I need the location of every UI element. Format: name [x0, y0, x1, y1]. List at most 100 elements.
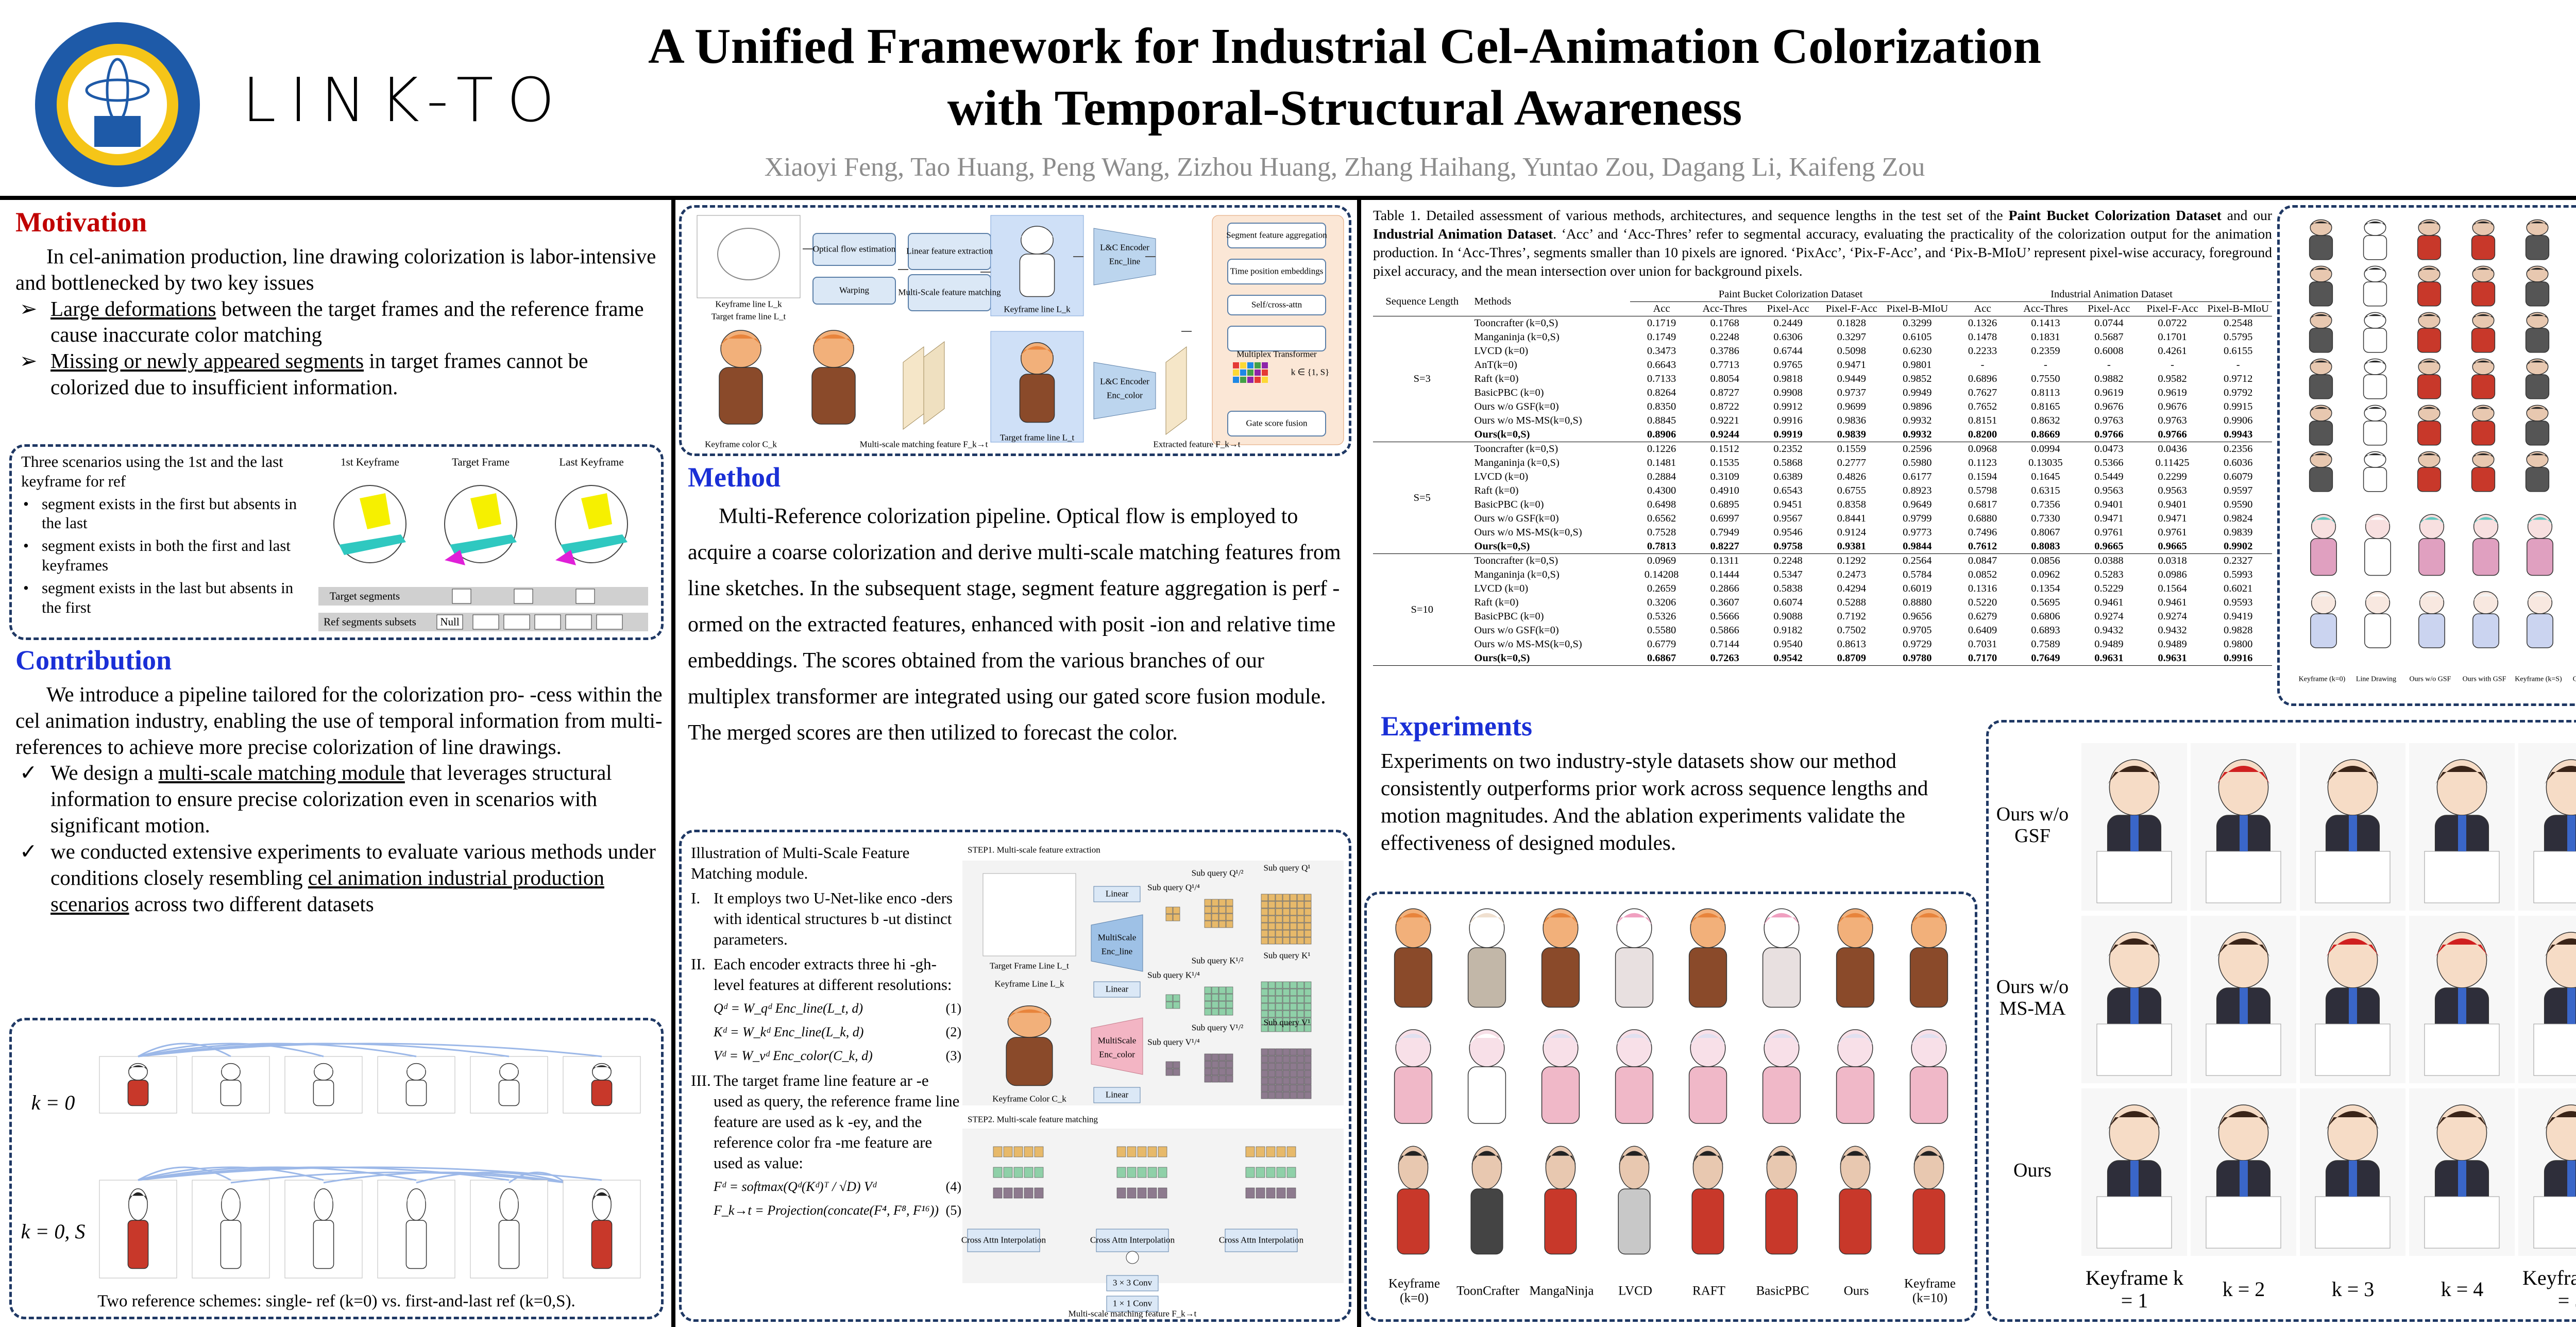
feature-cell: [1268, 894, 1276, 901]
figure-body: [1762, 1066, 1801, 1124]
feature-cell: [1290, 1063, 1297, 1070]
value-cell: 0.3299: [1883, 316, 1952, 330]
feature-cell: [1290, 922, 1297, 930]
value-cell: 0.13035: [2028, 457, 2063, 468]
value-cell: 0.2233: [1968, 345, 1997, 357]
feature-cell: [1261, 981, 1268, 989]
equation: Kᵈ = W_kᵈ Enc_line(L_k, d) (2): [691, 1022, 961, 1043]
figure-hair: [1836, 1034, 1874, 1046]
figure-hair: [2526, 407, 2549, 412]
figure-body: [2527, 613, 2553, 648]
figure-label: ToonCrafter: [1456, 1284, 1519, 1298]
value-cell: 0.1749: [1647, 331, 1676, 343]
figure-hair: [2526, 360, 2549, 366]
token: [1286, 1187, 1296, 1199]
value-cell: 0.9401: [2158, 499, 2187, 510]
figure-hair: [1618, 1151, 1650, 1165]
token: [1024, 1146, 1033, 1157]
feature-cell: [1297, 908, 1304, 916]
figure-body: [1762, 947, 1801, 1008]
motivation-section: Motivation In cel-animation production, …: [15, 206, 665, 441]
value-cell: 0.5326: [1647, 611, 1676, 622]
value-cell: 0.9896: [1903, 401, 1932, 412]
value-cell: 0.9432: [2094, 625, 2124, 636]
token: [1256, 1167, 1265, 1178]
figure-hair: [1545, 1151, 1577, 1165]
method-cell: Raft (k=0): [1474, 597, 1519, 608]
experiments-section: Experiments Experiments on two industry-…: [1381, 710, 1978, 888]
token: [993, 1146, 1003, 1157]
feature-cell: [1261, 1077, 1268, 1085]
token: [993, 1167, 1003, 1178]
figure-label: Extracted feature F_k→t: [1153, 439, 1241, 449]
diagram-box: [1227, 223, 1326, 248]
text-underlined: Missing or newly appeared segments: [50, 349, 364, 373]
metric-header: Pixel-B-MIoU: [1883, 301, 1952, 316]
bullet-list: segment exists in the first but absents …: [21, 494, 310, 617]
token: [1116, 1146, 1126, 1157]
value-cell: 0.9461: [2094, 597, 2124, 608]
section-heading: Contribution: [15, 645, 172, 676]
figure-body: [1909, 947, 1948, 1008]
value-cell: 0.1478: [1968, 331, 1997, 343]
text-plain: . ‘Acc’ and ‘Acc-Thres’ refer to segment…: [1373, 226, 2272, 279]
value-cell: 0.8054: [1710, 373, 1739, 384]
feature-cell: [1211, 906, 1219, 914]
feature-cell: [1282, 1055, 1290, 1063]
feature-cell: [1304, 937, 1312, 945]
figure-label: k = 0: [31, 1091, 75, 1114]
token: [1276, 1187, 1286, 1199]
value-cell: 0.9844: [1903, 541, 1932, 552]
value-cell: 0.6389: [1773, 471, 1803, 482]
feature-cell: [1268, 1017, 1276, 1025]
method-cell: Ours w/o MS-MS(k=0,S): [1474, 639, 1582, 650]
feature-cell: [1268, 1055, 1276, 1063]
figure-hair: [2216, 1111, 2270, 1130]
figure-hair: [128, 1192, 148, 1203]
figure-body: [2418, 538, 2445, 576]
equation-number: (2): [945, 1024, 961, 1039]
value-cell: 0.6008: [2094, 345, 2124, 357]
table-row: Ours(k=0,S) 0.6867 0.7263 0.9542 0.8709 0.978…: [1373, 651, 2272, 666]
figure-hair: [2418, 594, 2445, 601]
value-cell: 0.0473: [2077, 442, 2141, 456]
value-cell: 0.2327: [2204, 553, 2272, 568]
feature-cell: [1275, 922, 1283, 930]
reference-arc: [138, 1043, 417, 1057]
metric-header: Acc: [1630, 301, 1693, 316]
figure-body: [1541, 947, 1580, 1008]
attention-box: [1225, 1229, 1298, 1252]
value-cell: 0.5283: [2094, 569, 2124, 580]
value-cell: 0.5288: [1837, 597, 1866, 608]
text-plain: and our: [2221, 207, 2272, 223]
feature-cell: [1290, 1024, 1297, 1032]
qualitative-figure-box: Keyframe (k=0) ToonCrafter MangaNinja LVCD R…: [1364, 892, 1977, 1322]
feature-cell: [1304, 1010, 1312, 1018]
value-cell: 0.9088: [1773, 611, 1803, 622]
figure-label: Sub query K¹/⁴: [1147, 970, 1200, 980]
token: [1147, 1146, 1157, 1157]
list-text: It employs two U-Net-like enco -ders wit…: [714, 889, 953, 948]
diagram-box: [1227, 259, 1326, 284]
token: [993, 1187, 1003, 1199]
value-cell: 0.2473: [1837, 569, 1866, 580]
value-cell: 0.6997: [1710, 513, 1739, 524]
figure-label: Keyframe line L_k: [715, 299, 782, 309]
equation-formula: Fᵈ = softmax(Qᵈ(Kᵈ)ᵀ / √D) Vᵈ: [714, 1179, 876, 1194]
feature-cell: [1297, 937, 1304, 945]
token: [1013, 1187, 1023, 1199]
value-cell: 0.7813: [1647, 541, 1676, 552]
method-cell: LVCD (k=0): [1474, 583, 1529, 594]
figure-body: [2417, 328, 2442, 353]
value-cell: 0.2564: [1883, 553, 1952, 568]
value-cell: 0.9839: [2223, 527, 2253, 538]
feature-cell: [1261, 937, 1268, 945]
feature-cell: [1211, 913, 1219, 921]
feature-cell: [1290, 1048, 1297, 1056]
paper: [2206, 1023, 2281, 1076]
feature-cell: [1282, 915, 1290, 923]
text-bold: Industrial Animation Dataset: [1373, 226, 1553, 242]
reference-arc: [138, 1166, 417, 1181]
method-cell: Ours w/o GSF(k=0): [1474, 625, 1559, 636]
